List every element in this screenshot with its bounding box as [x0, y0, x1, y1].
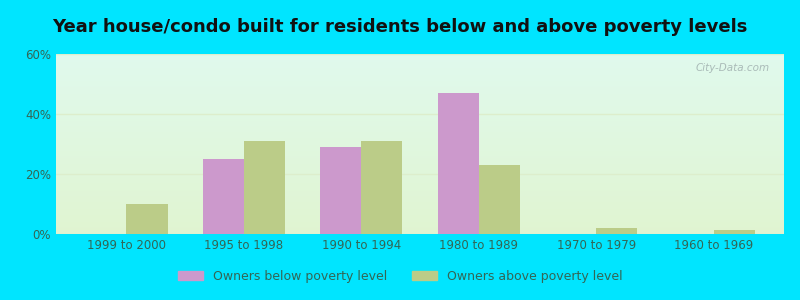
Bar: [126, 204, 167, 234]
Bar: [362, 141, 402, 234]
Legend: Owners below poverty level, Owners above poverty level: Owners below poverty level, Owners above…: [173, 265, 627, 288]
Bar: [438, 93, 478, 234]
Bar: [478, 165, 520, 234]
Bar: [202, 159, 244, 234]
Bar: [244, 141, 285, 234]
Bar: [320, 147, 362, 234]
Text: City-Data.com: City-Data.com: [695, 63, 770, 73]
Bar: [714, 230, 754, 234]
Bar: [596, 228, 638, 234]
Text: Year house/condo built for residents below and above poverty levels: Year house/condo built for residents bel…: [52, 18, 748, 36]
